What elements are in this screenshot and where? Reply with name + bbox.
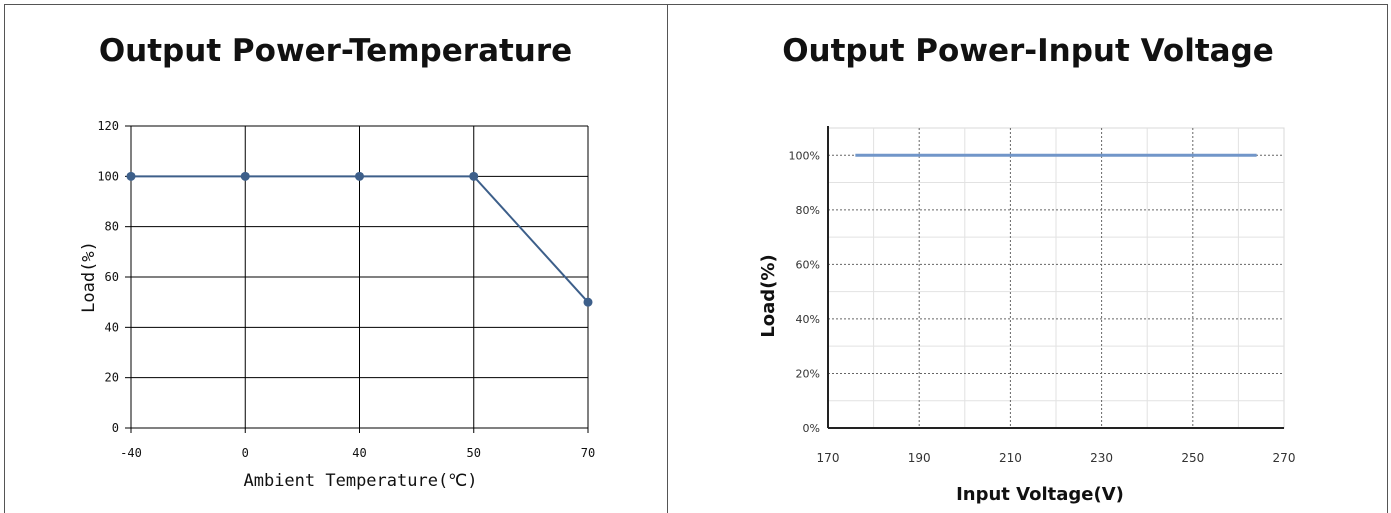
x-tick-label: 70 [581,446,595,460]
data-point [469,171,479,181]
y-tick-label: 60 [105,270,119,284]
y-tick-label: 80 [105,220,119,234]
y-axis-label: Load(%) [79,241,99,313]
data-point [355,171,364,181]
figure-frame [4,4,1388,513]
y-tick-label: 100 [97,169,119,183]
y-tick-label: 120 [97,119,119,133]
data-point [126,171,136,181]
data-point [583,297,593,307]
x-tick-label: 50 [467,446,481,460]
y-tick-label: 40 [105,320,119,334]
chart-title-input-voltage: Output Power-Input Voltage [782,33,1274,69]
panel-divider [667,4,668,513]
x-tick-label: 40 [352,446,366,460]
chart-title-temperature: Output Power-Temperature [98,33,573,69]
y-tick-label: 0 [112,421,119,435]
data-point [240,171,250,181]
y-tick-label: 20 [105,371,119,385]
x-tick-label: -40 [120,446,142,460]
x-axis-label: Ambient Temperature(℃) [243,471,477,491]
x-tick-label: 0 [242,446,249,460]
